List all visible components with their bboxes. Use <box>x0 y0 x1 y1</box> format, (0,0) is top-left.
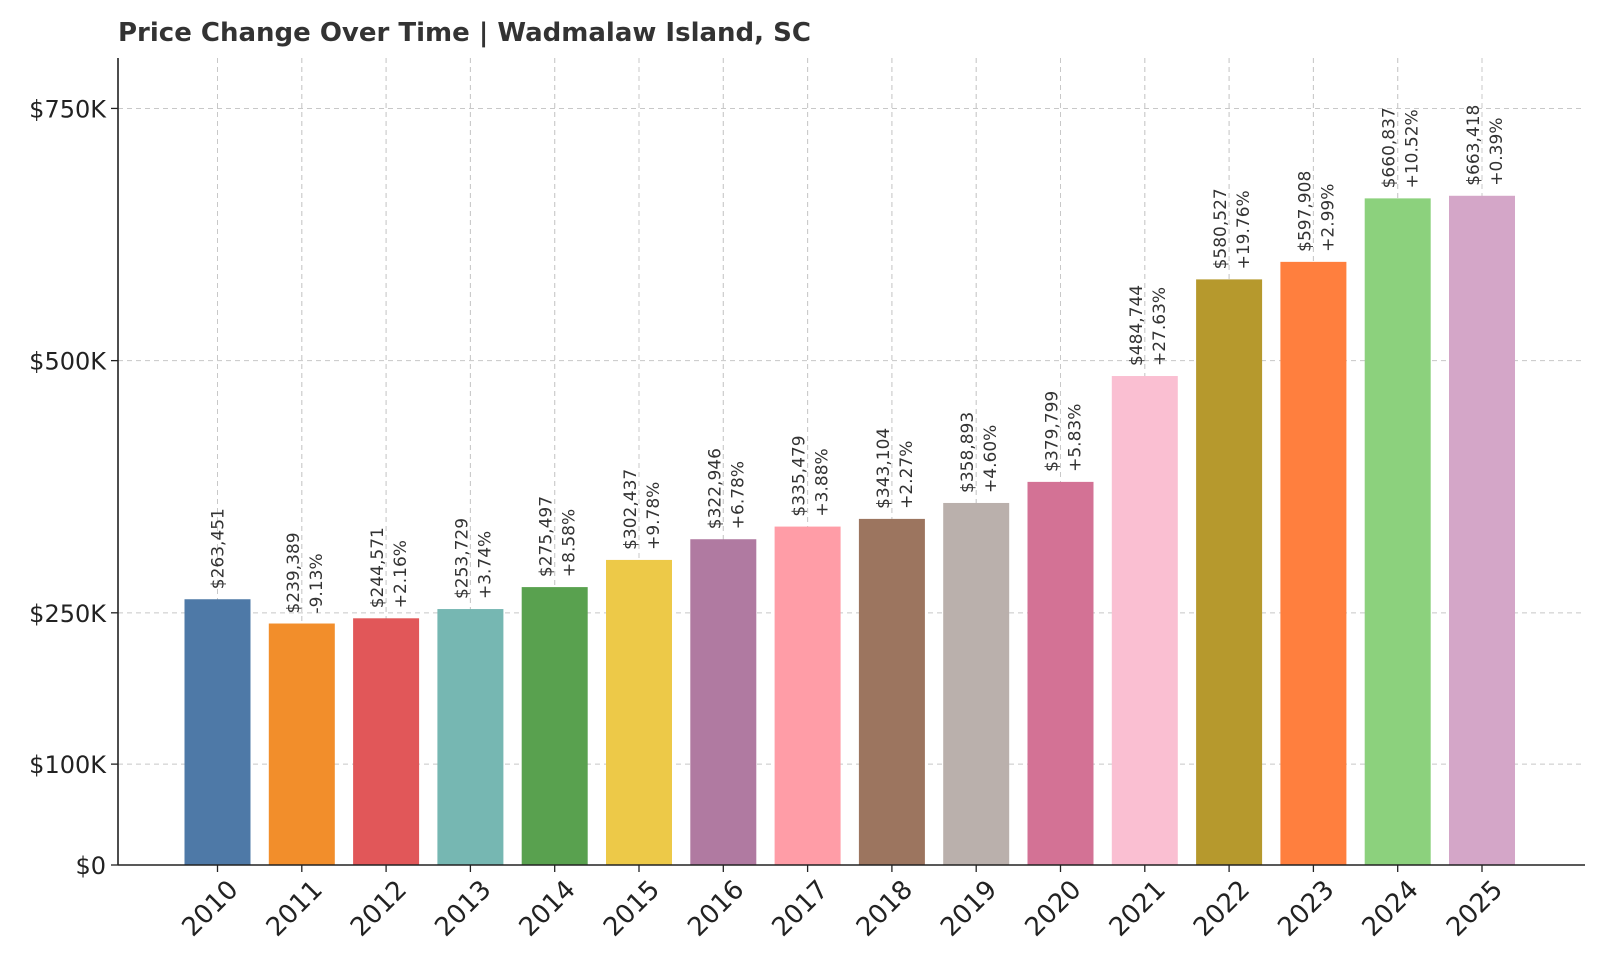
value-label-2022: $580,527 <box>1211 188 1231 269</box>
x-tick-label-2020: 2020 <box>1019 875 1087 943</box>
y-tick-label: $750K <box>29 95 107 123</box>
bar-2022 <box>1196 279 1263 865</box>
x-tick-label-2022: 2022 <box>1188 875 1256 943</box>
x-tick-label-2013: 2013 <box>429 875 497 943</box>
x-tick-label-2012: 2012 <box>345 875 413 943</box>
x-tick-label-2014: 2014 <box>514 875 582 943</box>
bar-2015 <box>606 559 672 865</box>
bar-2024 <box>1364 198 1431 865</box>
value-label-2017: $335,479 <box>790 435 810 516</box>
x-tick-label-2011: 2011 <box>261 875 329 943</box>
change-label-2014: +8.58% <box>560 509 580 577</box>
x-tick-labels: 2010 2011 2012 2013 2014 2015 2016 2017 2018 2019… <box>176 875 1509 943</box>
change-label-2016: +6.78% <box>728 461 748 529</box>
value-label-2023: $597,908 <box>1295 171 1315 252</box>
bar-2012 <box>353 618 420 865</box>
value-label-2016: $322,946 <box>705 448 725 529</box>
y-tick-label: $0 <box>75 852 106 880</box>
value-label-2018: $343,104 <box>874 428 894 509</box>
value-label-2011: $239,389 <box>284 532 304 613</box>
chart-title: Price Change Over Time | Wadmalaw Island… <box>118 18 811 48</box>
x-tick-label-2010: 2010 <box>176 875 244 943</box>
bar-2011 <box>268 623 335 865</box>
value-label-2015: $302,437 <box>621 469 641 550</box>
change-label-2021: +27.63% <box>1150 287 1170 366</box>
bar-2016 <box>690 539 757 865</box>
change-label-2019: +4.60% <box>981 425 1001 493</box>
change-label-2015: +9.78% <box>644 482 664 550</box>
y-tick-label: $100K <box>29 751 107 779</box>
change-label-2023: +2.99% <box>1318 184 1338 252</box>
bar-2018 <box>858 518 925 865</box>
value-label-2025: $663,418 <box>1464 105 1484 186</box>
x-tick-label-2023: 2023 <box>1272 875 1340 943</box>
bar-2025 <box>1449 195 1515 865</box>
value-label-2014: $275,497 <box>537 496 557 577</box>
bar-2010 <box>184 599 251 865</box>
x-tick-label-2021: 2021 <box>1104 875 1172 943</box>
x-tick-label-2017: 2017 <box>767 875 835 943</box>
bar-2017 <box>774 526 841 865</box>
bar-2020 <box>1027 481 1094 865</box>
y-tick-label: $500K <box>29 348 107 376</box>
change-label-2011: -9.13% <box>307 553 327 613</box>
x-tick-label-2024: 2024 <box>1357 875 1425 943</box>
bar-2019 <box>943 502 1010 865</box>
value-label-2024: $660,837 <box>1380 107 1400 188</box>
x-tick-label-2025: 2025 <box>1441 875 1509 943</box>
change-label-2022: +19.76% <box>1234 190 1254 269</box>
bar-2013 <box>437 609 504 865</box>
change-label-2013: +3.74% <box>475 531 495 599</box>
x-tick-label-2019: 2019 <box>935 875 1003 943</box>
x-tick-label-2018: 2018 <box>851 875 919 943</box>
change-label-2017: +3.88% <box>813 448 833 516</box>
bar-2021 <box>1111 376 1178 865</box>
change-label-2012: +2.16% <box>391 540 411 608</box>
change-label-2025: +0.39% <box>1487 118 1507 186</box>
value-label-2021: $484,744 <box>1127 285 1147 366</box>
bar-2023 <box>1280 261 1347 865</box>
value-label-2020: $379,799 <box>1043 391 1063 472</box>
data-labels: $263,451 $239,389 -9.13% $244,571 +2.16% $253… <box>209 105 1508 614</box>
change-label-2020: +5.83% <box>1066 404 1086 472</box>
bars <box>184 195 1515 865</box>
y-tick-labels: $0 $100K $250K $500K $750K <box>29 95 107 880</box>
value-label-2013: $253,729 <box>452 518 472 599</box>
value-label-2019: $358,893 <box>958 412 978 493</box>
change-label-2018: +2.27% <box>897 441 917 509</box>
y-tick-label: $250K <box>29 600 107 628</box>
value-label-2012: $244,571 <box>368 527 388 608</box>
x-tick-label-2015: 2015 <box>598 875 666 943</box>
bar-2014 <box>521 587 588 865</box>
change-label-2024: +10.52% <box>1403 109 1423 188</box>
axes <box>111 58 1585 872</box>
value-label-2010: $263,451 <box>209 508 229 589</box>
x-tick-label-2016: 2016 <box>682 875 750 943</box>
